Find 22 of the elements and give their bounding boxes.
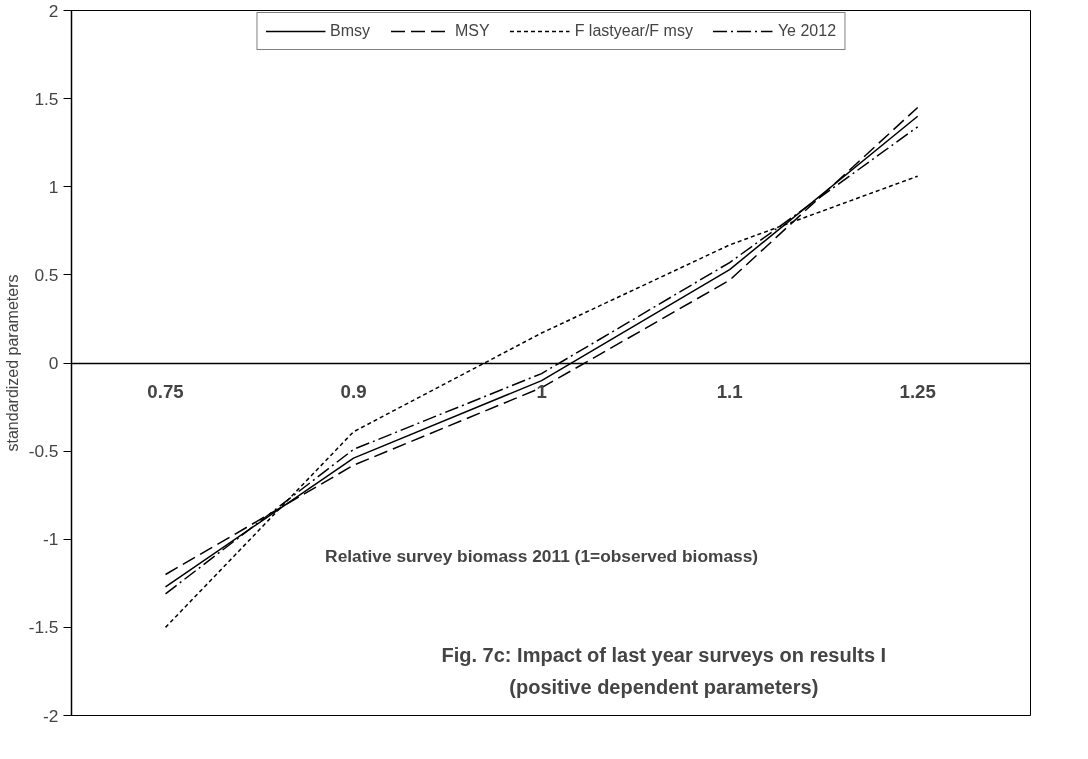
x-tick-label: 1.25 [899, 381, 936, 402]
y-tick-label: 1 [48, 176, 59, 197]
legend-label: Bmsy [329, 22, 370, 40]
x-tick-label: 1.1 [716, 381, 743, 402]
y-tick-label: -0.5 [28, 441, 59, 462]
legend-label: F lastyear/F msy [574, 22, 693, 40]
text: (positive dependent parameters) [509, 675, 819, 698]
y-tick-label: -1 [43, 529, 59, 550]
y-tick-label: -2 [43, 705, 59, 726]
y-tick-label: 2 [48, 0, 59, 21]
y-axis-title: standardized parameters [3, 274, 21, 452]
x-tick-label: 0.9 [340, 381, 367, 402]
x-tick-label: 0.75 [147, 381, 184, 402]
legend-label: MSY [454, 22, 490, 40]
x-axis-title: Relative survey biomass 2011 (1=observed biomass) [325, 545, 759, 566]
y-tick-label: 0 [48, 353, 59, 373]
x-tick-label: 1 [536, 381, 547, 402]
y-tick-label: -1.5 [28, 617, 59, 638]
y-tick-label: 1.5 [34, 88, 59, 109]
legend-label: Ye 2012 [777, 22, 837, 40]
text: Fig. 7c: Impact of last year surveys on results I [441, 644, 887, 667]
y-tick-label: 0.5 [34, 264, 59, 285]
